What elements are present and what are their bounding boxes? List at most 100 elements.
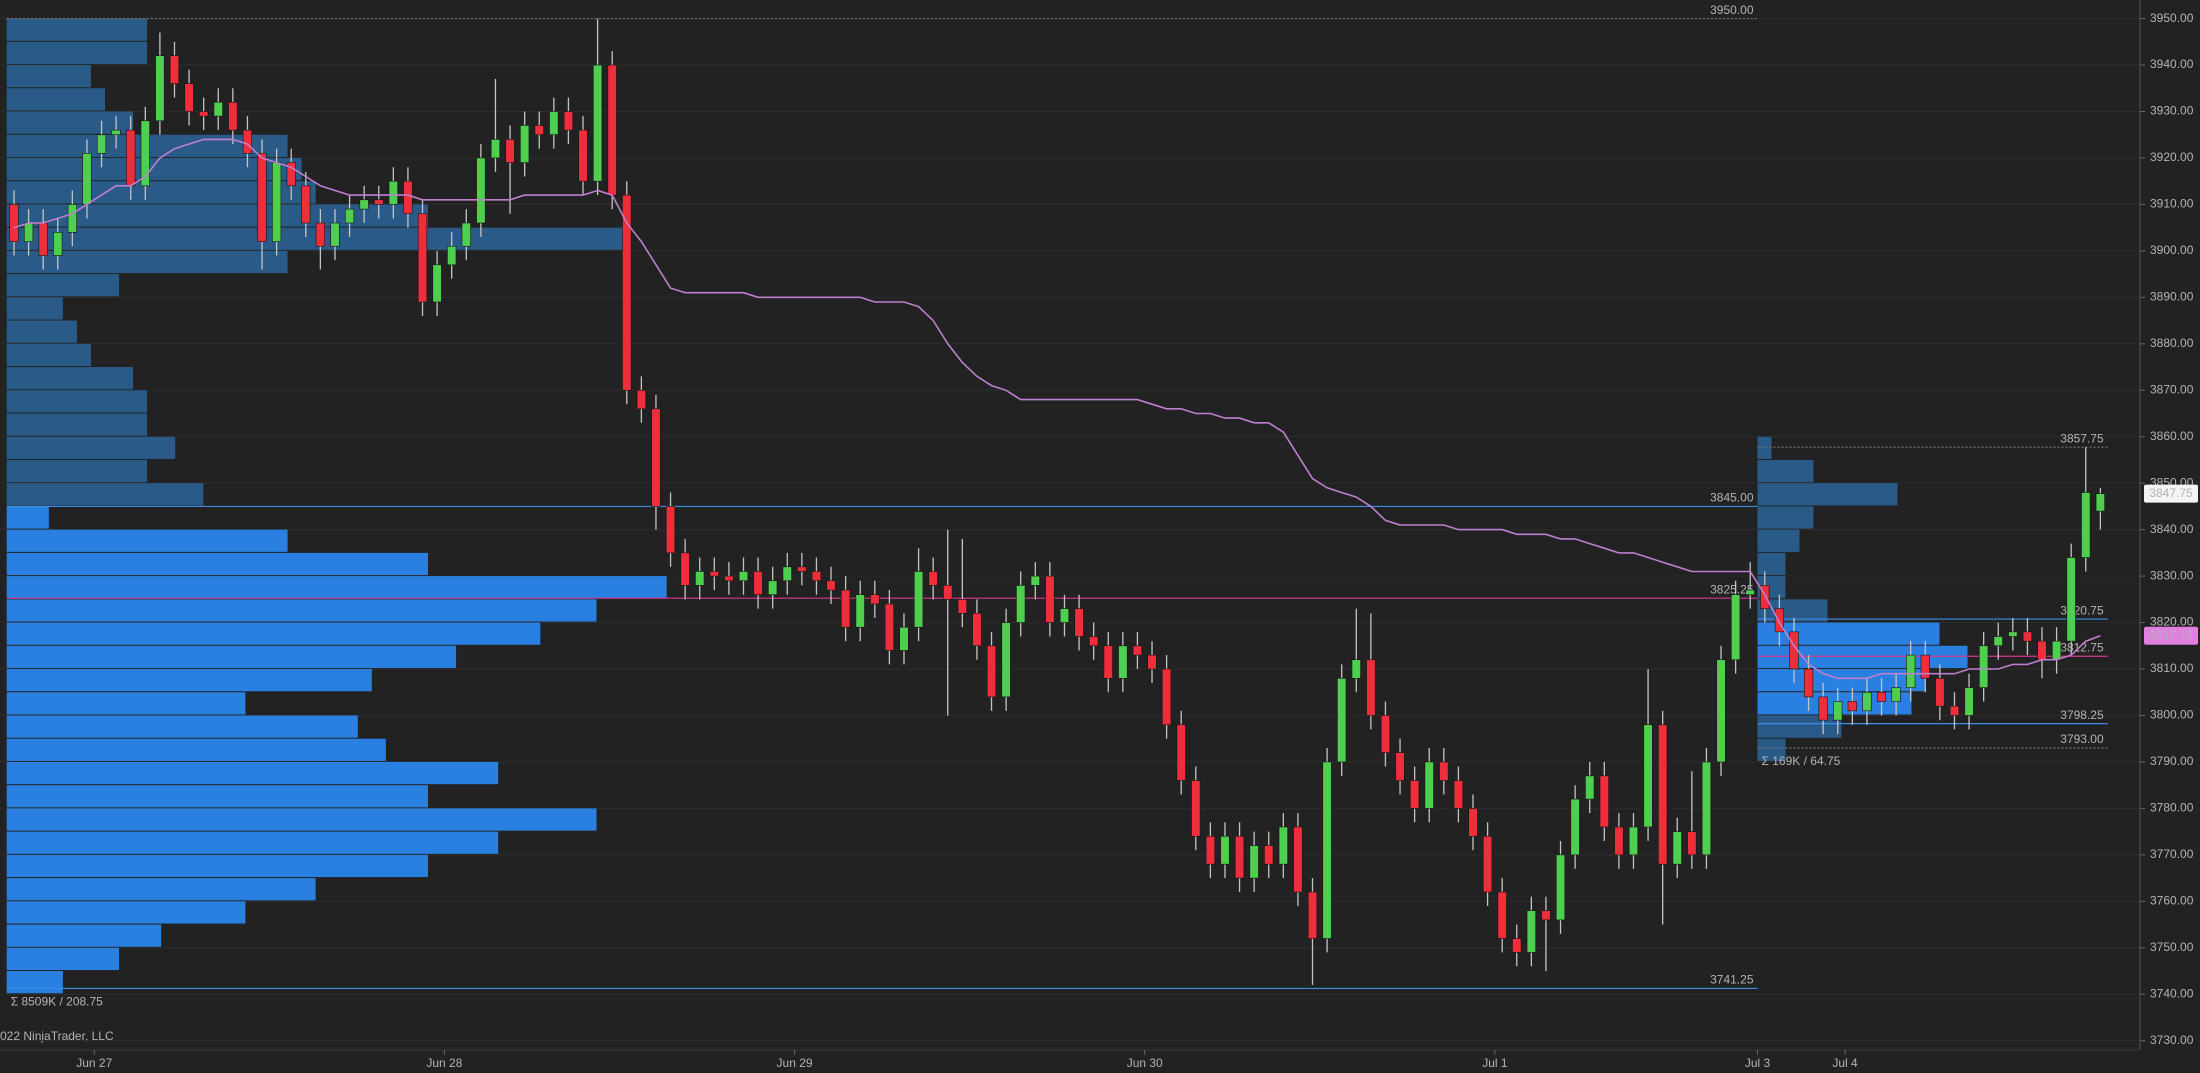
candle-body xyxy=(1264,845,1274,865)
x-tick-label: Jun 29 xyxy=(777,1056,813,1070)
profile-level-label: 3845.00 xyxy=(1710,491,1754,505)
profile-bar xyxy=(1757,669,1926,692)
candle-body xyxy=(578,129,588,182)
profile-bar xyxy=(6,506,49,529)
candle-body xyxy=(1366,659,1376,716)
candle-body xyxy=(2066,557,2076,642)
profile-bar xyxy=(6,413,148,436)
candle-body xyxy=(155,55,165,122)
x-tick-label: Jun 27 xyxy=(76,1056,112,1070)
y-tick-label: 3820.00 xyxy=(2150,615,2194,629)
profile-bar xyxy=(6,692,246,715)
candle-body xyxy=(520,125,530,163)
profile-bar xyxy=(6,901,246,924)
profile-level-label: 3950.00 xyxy=(1710,3,1754,17)
y-tick-label: 3890.00 xyxy=(2150,290,2194,304)
vwap-line xyxy=(13,138,2101,680)
profile-bar xyxy=(6,65,91,88)
candle-body xyxy=(972,612,982,647)
candle-body xyxy=(23,222,34,242)
candle-body xyxy=(1468,808,1478,837)
profile-level-label: 3825.25 xyxy=(1710,582,1754,596)
candle-body xyxy=(344,208,355,224)
candle-body xyxy=(855,594,865,628)
profile-bar xyxy=(1757,715,1842,738)
profile-bar xyxy=(6,18,148,41)
profile-bar xyxy=(1757,552,1786,576)
candle-body xyxy=(1716,659,1726,763)
candle-body xyxy=(2022,631,2033,642)
candle-body xyxy=(1045,575,1055,623)
candle-body xyxy=(169,55,180,84)
candle-body xyxy=(1016,585,1026,623)
candle-body xyxy=(884,603,894,651)
candle-body xyxy=(505,139,515,163)
candle-body xyxy=(1424,761,1434,809)
profile-bar xyxy=(6,529,288,552)
candle-body xyxy=(1935,678,1945,707)
candle-body xyxy=(1191,780,1201,837)
profile-bar xyxy=(1757,459,1814,483)
candle-body xyxy=(315,222,325,247)
y-tick-label: 3940.00 xyxy=(2150,57,2194,71)
candle-body xyxy=(2051,640,2062,661)
profile-bar xyxy=(6,250,288,274)
candle-body xyxy=(1774,608,1784,633)
candle-body xyxy=(403,180,413,215)
candle-body xyxy=(1453,780,1464,809)
candle-body xyxy=(797,566,807,572)
y-tick-label: 3730.00 xyxy=(2150,1033,2194,1047)
candle-body xyxy=(1803,668,1814,698)
candle-body xyxy=(1410,780,1420,809)
candle-body xyxy=(841,589,851,628)
y-tick-label: 3910.00 xyxy=(2150,197,2194,211)
profile-bar xyxy=(6,599,597,622)
candle-body xyxy=(111,129,121,136)
candle-body xyxy=(943,585,953,600)
profile-bar xyxy=(6,924,162,947)
profile-level-label: 3812.75 xyxy=(2060,640,2104,654)
profile-level-label: 3793.00 xyxy=(2060,732,2104,746)
profile-bar xyxy=(6,181,316,204)
candle-body xyxy=(724,575,734,582)
candle-body xyxy=(359,199,369,210)
candle-body xyxy=(1278,826,1288,865)
last-price-box xyxy=(2144,484,2198,503)
candle-body xyxy=(1672,831,1682,865)
profile-bar xyxy=(1757,506,1814,529)
candle-body xyxy=(1628,826,1639,856)
candle-body xyxy=(1337,678,1347,763)
candle-body xyxy=(1380,715,1391,753)
profile-bar xyxy=(6,854,428,878)
candle-body xyxy=(1234,835,1245,879)
candle-body xyxy=(1599,775,1609,828)
candle-body xyxy=(607,64,617,196)
candle-body xyxy=(1731,594,1741,661)
profile-bar xyxy=(6,227,625,250)
candle-body xyxy=(374,199,384,205)
candle-body xyxy=(1847,701,1857,712)
x-tick-label: Jul 4 xyxy=(1832,1056,1858,1070)
candle-body xyxy=(301,185,311,224)
profile-bar xyxy=(6,831,499,854)
candle-body xyxy=(1818,696,1828,721)
candle-body xyxy=(1132,645,1143,656)
profile-bar xyxy=(1757,622,1940,645)
profile-bar xyxy=(6,204,428,227)
candle-body xyxy=(1891,687,1901,702)
candle-body xyxy=(1205,835,1215,865)
x-tick-label: Jul 3 xyxy=(1745,1056,1771,1070)
candle-body xyxy=(1541,910,1551,921)
candle-body xyxy=(1614,826,1624,856)
candle-body xyxy=(1293,826,1303,893)
candle-body xyxy=(1745,589,1755,595)
y-tick-label: 3920.00 xyxy=(2150,150,2194,164)
profile-bar xyxy=(1757,483,1898,506)
profile-bar xyxy=(6,367,134,390)
candle-body xyxy=(199,111,209,117)
candle-body xyxy=(1979,645,1989,688)
candle-body xyxy=(272,162,282,242)
profile-bar xyxy=(6,738,386,761)
profile-bar xyxy=(6,459,148,483)
